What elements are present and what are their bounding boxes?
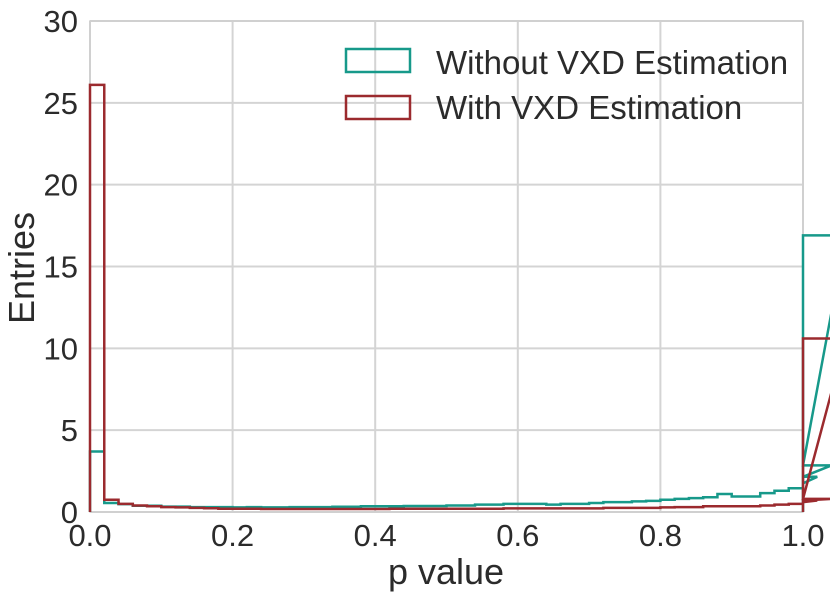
y-tick-label: 25 (44, 86, 78, 121)
x-tick-label: 0.8 (639, 518, 682, 553)
x-tick-label: 1.0 (781, 518, 824, 553)
y-tick-label: 15 (44, 250, 78, 285)
y-tick-label: 10 (44, 331, 78, 366)
x-tick-label: 0.4 (354, 518, 397, 553)
x-tick-labels: 0.0 0.2 0.4 0.6 0.8 1.0 (68, 518, 824, 553)
x-tick-label: 0.0 (68, 518, 111, 553)
series-layer (88, 83, 830, 512)
y-tick-labels: 0 5 10 15 20 25 30 (44, 4, 78, 530)
y-tick-label: 0 (61, 495, 78, 530)
legend-swatch-with-vxd (344, 94, 412, 121)
x-axis-label: p value (388, 551, 504, 592)
y-axis-label: Entries (1, 212, 42, 324)
legend-swatch-without-vxd (344, 47, 412, 74)
y-tick-label: 30 (44, 4, 78, 39)
legend-label-without-vxd: Without VXD Estimation (436, 44, 788, 81)
grid (89, 20, 804, 513)
y-tick-label: 5 (61, 413, 78, 448)
y-tick-label: 20 (44, 168, 78, 203)
legend: Without VXD Estimation With VXD Estimati… (344, 44, 788, 126)
x-tick-label: 0.6 (496, 518, 539, 553)
legend-label-with-vxd: With VXD Estimation (436, 89, 742, 126)
x-tick-label: 0.2 (211, 518, 254, 553)
series-line-with-vxd (88, 83, 830, 512)
